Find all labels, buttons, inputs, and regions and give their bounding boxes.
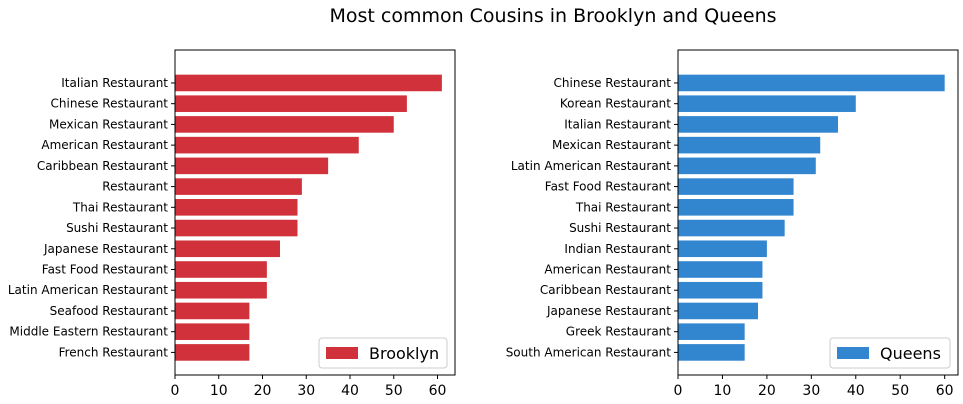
queens-category-label: Indian Restaurant [564,242,671,256]
brooklyn-bar [175,219,298,237]
brooklyn-xtick-label: 60 [429,383,447,399]
queens-category-label: Fast Food Restaurant [545,180,672,194]
brooklyn-legend-label: Brooklyn [369,344,439,363]
brooklyn-xtick-label: 30 [297,383,315,399]
brooklyn-category-label: Middle Eastern Restaurant [9,325,168,339]
queens-bar [678,157,816,175]
queens-bar [678,323,745,340]
queens-category-label: South American Restaurant [506,345,672,359]
brooklyn-category-label: Italian Restaurant [61,76,168,90]
queens-xtick-label: 0 [674,383,683,399]
queens-bar [678,219,785,237]
queens-legend-label: Queens [880,344,941,363]
brooklyn-bar [175,116,394,133]
brooklyn-category-label: Latin American Restaurant [8,283,168,297]
brooklyn-category-label: Japanese Restaurant [43,242,168,256]
brooklyn-bar [175,178,302,195]
queens-category-label: American Restaurant [544,262,671,276]
brooklyn-xtick-label: 50 [385,383,403,399]
queens-category-label: Caribbean Restaurant [540,283,671,297]
brooklyn-xtick-label: 20 [254,383,272,399]
queens-axes-frame [677,49,959,376]
queens-category-label: Mexican Restaurant [552,138,671,152]
brooklyn-bar [175,344,250,361]
brooklyn-bar [175,74,442,92]
brooklyn-bar [175,261,267,278]
queens-bar [678,344,745,361]
brooklyn-category-label: Restaurant [102,180,168,194]
brooklyn-chart: Italian Restaurant Chinese Restaurant Mexi… [8,49,456,399]
brooklyn-bar [175,199,298,216]
queens-bar [678,199,794,216]
queens-chart: Chinese Restaurant Korean Restaurant Itali… [506,49,959,399]
brooklyn-axes-frame [174,49,456,376]
brooklyn-legend-box [318,337,448,369]
queens-bar [678,116,838,133]
queens-bar [678,95,856,112]
brooklyn-bar [175,157,329,175]
brooklyn-bar [175,302,250,320]
queens-xtick-label: 50 [891,383,909,399]
brooklyn-category-label: French Restaurant [59,345,169,359]
queens-bar [678,302,758,320]
brooklyn-bar [175,323,250,340]
queens-category-label: Japanese Restaurant [546,304,671,318]
brooklyn-category-label: Caribbean Restaurant [37,159,168,173]
queens-legend-swatch [837,347,869,359]
queens-bar [678,136,821,154]
queens-category-label: Korean Restaurant [560,97,671,111]
brooklyn-category-label: Seafood Restaurant [50,304,169,318]
brooklyn-bar [175,240,280,258]
queens-category-label: Greek Restaurant [566,325,671,339]
brooklyn-category-label: Fast Food Restaurant [42,262,169,276]
queens-bar [678,261,763,278]
queens-category-label: Sushi Restaurant [569,221,671,235]
queens-bar [678,178,794,195]
brooklyn-xtick-label: 40 [341,383,359,399]
brooklyn-category-label: Thai Restaurant [72,200,168,214]
queens-category-label: Latin American Restaurant [511,159,671,173]
brooklyn-category-label: Mexican Restaurant [49,117,168,131]
queens-bar [678,240,767,258]
brooklyn-bar [175,136,359,154]
brooklyn-bar [175,281,267,299]
queens-category-label: Thai Restaurant [575,200,671,214]
queens-xtick-label: 40 [847,383,865,399]
queens-xtick-label: 20 [758,383,776,399]
queens-xtick-label: 10 [714,383,732,399]
queens-category-label: Italian Restaurant [564,117,671,131]
queens-bar [678,281,763,299]
queens-xtick-label: 30 [802,383,820,399]
figure-title: Most common Cousins in Brooklyn and Quee… [329,5,776,27]
brooklyn-category-label: American Restaurant [41,138,168,152]
queens-category-label: Chinese Restaurant [554,76,672,90]
brooklyn-category-label: Chinese Restaurant [51,97,169,111]
brooklyn-xtick-label: 10 [210,383,228,399]
queens-xtick-label: 60 [936,383,954,399]
brooklyn-category-label: Sushi Restaurant [66,221,168,235]
brooklyn-bar [175,95,407,112]
queens-bar [678,74,945,92]
brooklyn-xtick-label: 0 [171,383,180,399]
brooklyn-legend-swatch [326,347,358,359]
queens-legend-box [829,337,951,369]
